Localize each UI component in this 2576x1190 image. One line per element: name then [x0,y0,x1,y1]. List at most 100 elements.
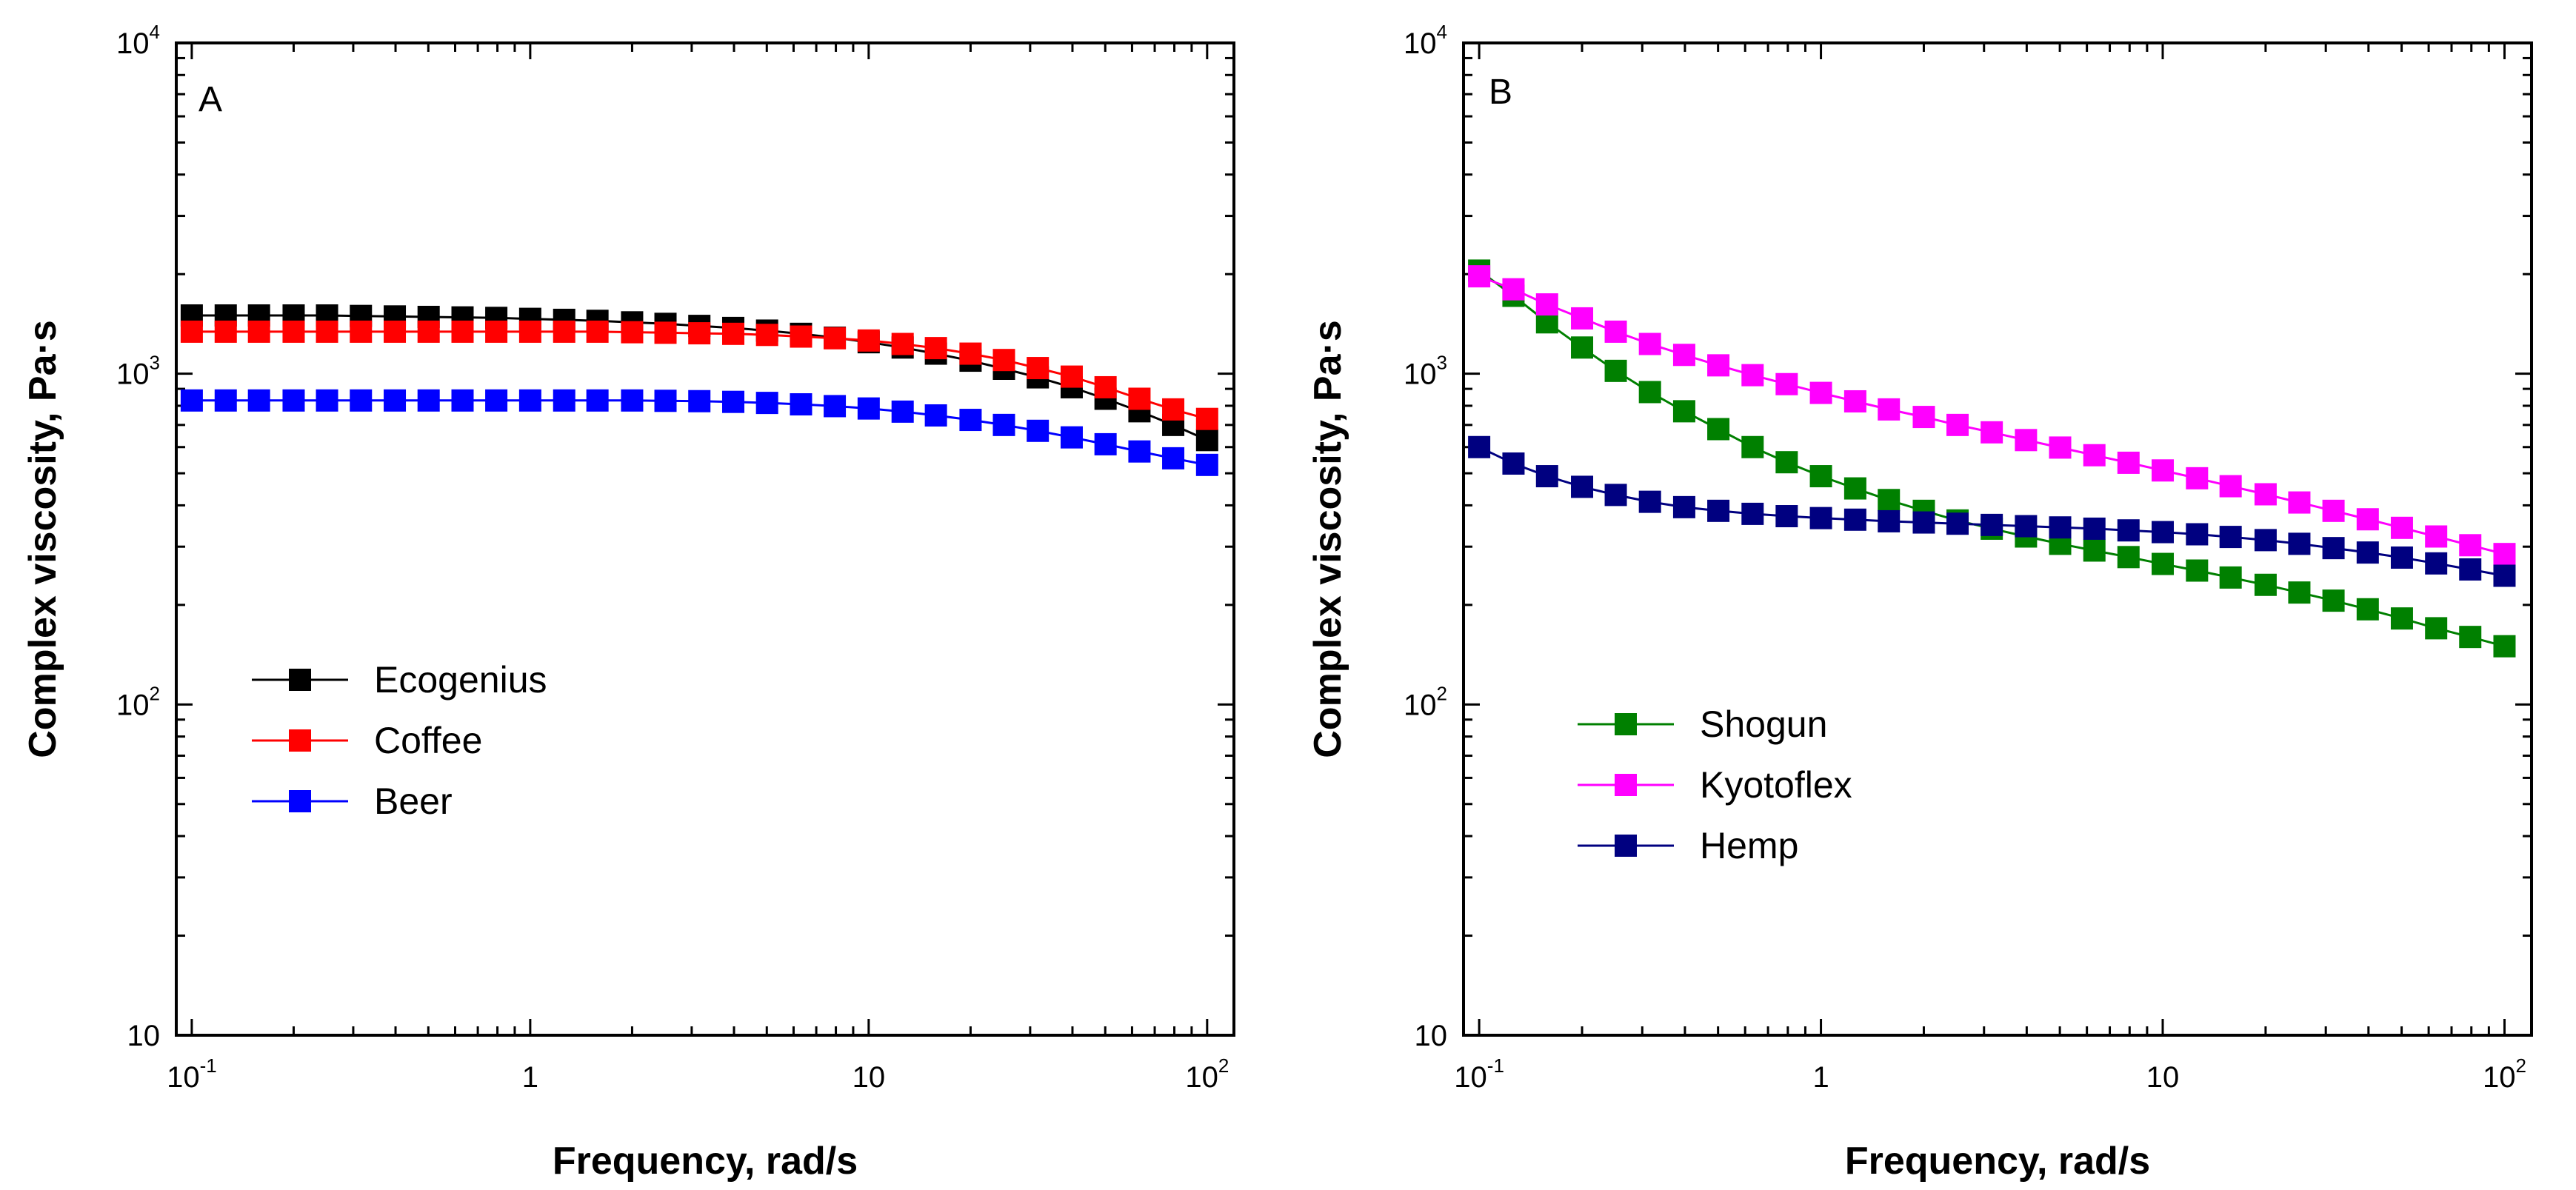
data-point [1912,406,1935,429]
x-tick-label: 102 [1185,1054,1229,1094]
data-point [1809,381,1832,404]
data-point [1843,390,1866,412]
x-tick-label: 10 [2146,1061,2180,1094]
data-point [1604,484,1627,507]
data-point [2356,508,2379,531]
data-point [857,329,880,352]
data-point [1060,426,1083,449]
data-point [2254,483,2277,506]
data-point [2493,635,2516,658]
y-tick-label: 104 [1404,21,1447,60]
legend-marker [1615,713,1637,735]
panel-label: B [1489,73,1512,112]
data-point [2322,537,2345,560]
y-tick-label: 103 [1404,352,1447,391]
data-point [1672,495,1695,518]
data-point [1672,344,1695,367]
data-point [1775,505,1798,528]
data-point [1094,375,1117,398]
data-point [1128,387,1151,410]
y-tick-label: 10 [127,1020,161,1052]
data-point [2459,626,2482,649]
data-point [722,390,745,413]
data-point [722,322,745,345]
data-point [1604,359,1627,382]
data-point [350,320,373,343]
data-point [282,389,305,412]
y-axis-title: Complex viscosity, Pa·s [1307,320,1349,758]
data-point [316,389,338,412]
data-point [1843,477,1866,500]
legend-label: Kyotoflex [1700,764,1852,806]
data-point [654,321,677,344]
data-point [2186,523,2209,546]
data-point [586,389,609,412]
data-point [1162,398,1185,421]
data-point [621,389,644,412]
data-point [1027,419,1050,442]
data-point [1809,507,1832,529]
data-point [2219,566,2242,589]
series-coffee [180,320,1218,430]
data-point [247,389,270,412]
data-point [282,320,305,343]
data-point [1843,508,1866,531]
data-point [1502,452,1525,475]
data-point [316,320,338,343]
legend-label: Coffee [374,720,482,761]
data-point [180,320,203,343]
data-point [755,392,778,415]
data-point [992,349,1015,372]
panel-label: A [198,80,222,119]
data-point [1468,265,1491,288]
data-point [824,327,847,350]
data-point [2083,444,2106,467]
data-point [214,320,237,343]
data-point [1638,332,1661,355]
data-point [1027,357,1050,380]
data-point [2390,607,2413,630]
data-point [1707,354,1730,377]
data-point [891,400,914,423]
data-point [1535,293,1558,316]
data-point [1741,364,1764,387]
data-point [2152,521,2175,544]
data-point [2288,491,2311,514]
data-point [959,409,982,432]
data-point [1707,418,1730,441]
y-tick-label: 10 [1415,1020,1448,1052]
data-point [1707,499,1730,522]
x-tick-label: 1 [522,1061,538,1094]
data-point [485,320,508,343]
data-point [790,325,812,348]
data-point [688,390,711,412]
chart-panel-b: 10-1 1 10 102 10 102 103 104 Frequency, rad/s Com… [1307,21,2533,1183]
data-point [518,320,541,343]
data-point [214,389,237,412]
data-point [755,324,778,347]
data-point [1741,502,1764,525]
data-point [2219,475,2242,498]
x-tick-label: 1 [1812,1061,1829,1094]
data-point [1094,432,1117,455]
data-point [654,390,677,412]
data-point [451,320,474,343]
data-point [2425,617,2448,640]
data-point [2254,529,2277,552]
data-point [2425,552,2448,575]
data-point [2390,516,2413,539]
data-point [1638,381,1661,404]
series-line [1478,275,2505,555]
data-point [1638,490,1661,513]
data-point [1571,307,1594,330]
data-point [2288,532,2311,555]
data-point [857,397,880,420]
legend: Shogun Kyotoflex Hemp [1578,703,1852,866]
legend-item: Hemp [1578,825,1798,866]
data-point [518,389,541,412]
series-kyotoflex [1468,265,2516,566]
legend-item: Kyotoflex [1578,764,1852,806]
series-beer [180,389,1218,476]
legend-item: Ecogenius [252,659,547,701]
data-point [1775,372,1798,395]
